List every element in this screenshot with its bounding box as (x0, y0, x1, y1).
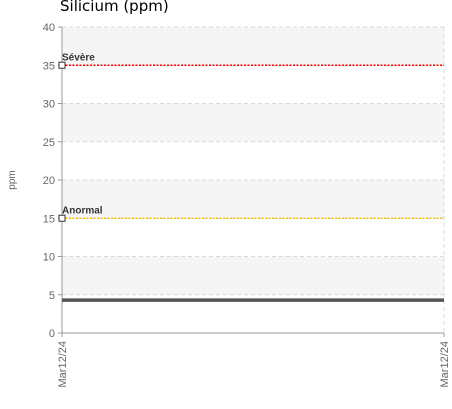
chart-title: Silicium (ppm) (60, 0, 169, 15)
y-tick-label: 40 (43, 22, 55, 34)
y-tick-label: 30 (43, 99, 55, 111)
plot-band (62, 180, 444, 219)
threshold-marker (58, 214, 66, 222)
threshold-lines: Sévère Anormal (58, 52, 444, 222)
x-axis-ticks: Mar12/24 Mar12/24 (57, 333, 451, 387)
x-tick-label: Mar12/24 (57, 341, 69, 387)
y-tick-label: 0 (49, 328, 55, 340)
threshold-label: Anormal (62, 205, 103, 216)
y-tick-label: 10 (43, 252, 55, 264)
y-tick-label: 15 (43, 213, 55, 225)
y-tick-label: 35 (43, 60, 55, 72)
y-axis-label: ppm (7, 170, 18, 189)
y-axis-ticks: 0 5 10 15 20 25 30 35 40 (43, 22, 62, 340)
plot-band (62, 103, 444, 142)
plot-band (62, 27, 444, 66)
threshold-label: Sévère (62, 52, 95, 63)
threshold-marker (58, 61, 66, 69)
x-tick-label: Mar12/24 (439, 341, 451, 387)
y-tick-label: 25 (43, 137, 55, 149)
y-tick-label: 20 (43, 175, 55, 187)
plot-band (62, 256, 444, 295)
y-tick-label: 5 (49, 290, 55, 302)
plot-background-bands (62, 27, 444, 295)
